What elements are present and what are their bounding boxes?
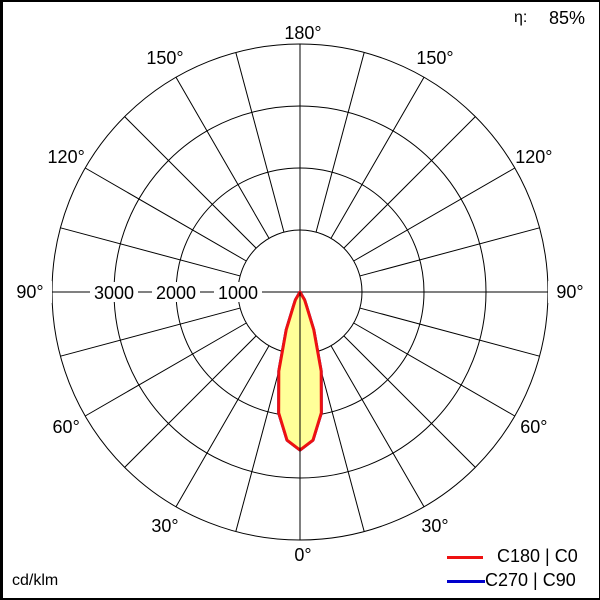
legend-swatch-blue xyxy=(447,580,485,583)
legend: C180 | C0 C270 | C90 xyxy=(440,546,590,594)
spoke-30-right xyxy=(330,345,425,508)
angle-label-120-right: 120° xyxy=(515,147,552,167)
angle-label-bg xyxy=(8,281,52,303)
angle-label-150-right: 150° xyxy=(416,48,453,68)
angle-label-120-left: 120° xyxy=(48,147,85,167)
angle-label-90-left: 90° xyxy=(16,282,43,302)
spoke-60-left xyxy=(84,322,247,417)
legend-swatch-red xyxy=(447,556,483,559)
spoke-60-right xyxy=(353,322,516,417)
angle-label-180: 180° xyxy=(284,23,321,43)
spoke-105-left xyxy=(60,227,241,277)
radial-label-bg xyxy=(152,282,200,302)
spoke-30-left xyxy=(175,345,270,508)
spoke-165-left xyxy=(235,52,285,233)
angle-label-bg xyxy=(548,281,592,303)
legend-item-c180-c0: C180 | C0 xyxy=(440,546,590,570)
radial-tick-label: 2000 xyxy=(156,283,196,303)
radial-tick-label: 3000 xyxy=(94,283,134,303)
spoke-120-right xyxy=(353,167,516,262)
spoke-45-right xyxy=(343,335,476,468)
spoke-75-left xyxy=(60,307,241,357)
efficiency-label: η: xyxy=(514,9,528,26)
legend-item-c270-c90: C270 | C90 xyxy=(440,570,590,594)
efficiency-value: 85% xyxy=(549,8,586,28)
radial-label-bg xyxy=(214,282,262,302)
spoke-15-right xyxy=(315,351,365,532)
angle-label-30-left: 30° xyxy=(151,516,178,536)
spoke-45-left xyxy=(124,335,257,468)
spoke-75-right xyxy=(359,307,540,357)
angle-label-90-right: 90° xyxy=(556,282,583,302)
spoke-105-right xyxy=(359,227,540,277)
spoke-150-right xyxy=(330,76,425,239)
spoke-120-left xyxy=(84,167,247,262)
radial-tick-label: 1000 xyxy=(218,283,258,303)
spoke-150-left xyxy=(175,76,270,239)
angle-label-150-left: 150° xyxy=(146,48,183,68)
spoke-135-left xyxy=(124,116,257,249)
spoke-165-right xyxy=(315,52,365,233)
spoke-135-right xyxy=(343,116,476,249)
legend-label: C270 | C90 xyxy=(485,570,576,590)
unit-label: cd/klm xyxy=(12,572,59,589)
radial-label-bg xyxy=(90,282,138,302)
angle-label-0: 0° xyxy=(294,545,311,565)
legend-label: C180 | C0 xyxy=(497,546,578,566)
spoke-15-left xyxy=(235,351,285,532)
angle-label-30-right: 30° xyxy=(421,516,448,536)
angle-label-60-left: 60° xyxy=(53,417,80,437)
angle-label-60-right: 60° xyxy=(520,417,547,437)
